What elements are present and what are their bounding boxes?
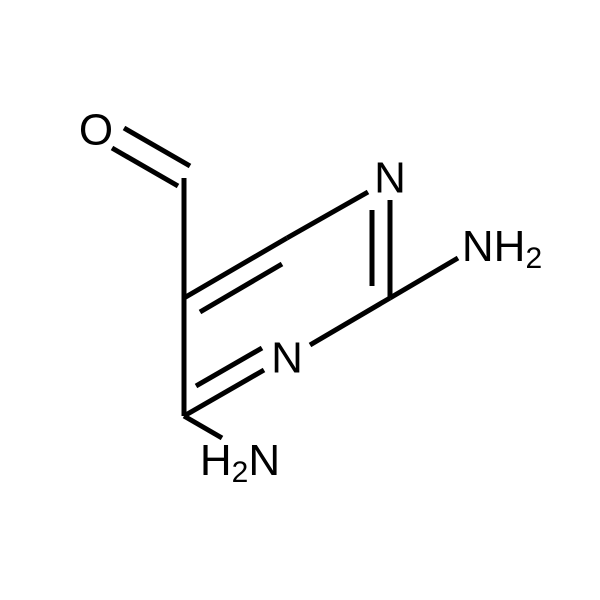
atom-nh2-right: NH2 xyxy=(462,222,542,275)
bonds xyxy=(112,128,458,438)
atom-labels: O N N NH2 H2N xyxy=(79,106,542,489)
nh2-bottom-sub: 2 xyxy=(232,456,249,489)
nh2-bottom-h: H xyxy=(200,436,232,485)
bond-c6-n1 xyxy=(287,192,368,238)
bond-c5-c6-inner xyxy=(200,264,282,312)
bond-n3-c4-inner xyxy=(196,348,262,386)
bond-c2-nh2 xyxy=(390,258,458,298)
atom-o: O xyxy=(79,106,113,155)
nh2-right-sub: 2 xyxy=(525,242,542,275)
atom-n-bottom: N xyxy=(271,334,303,383)
nh2-right-main: NH xyxy=(462,222,526,271)
molecule-diagram: O N N NH2 H2N xyxy=(0,0,600,600)
bond-c2-n3 xyxy=(310,298,390,345)
atom-nh2-bottom: H2N xyxy=(200,436,280,489)
nh2-bottom-n: N xyxy=(248,436,280,485)
atom-n-top: N xyxy=(374,154,406,203)
bond-n3-c4-outer xyxy=(184,370,264,416)
